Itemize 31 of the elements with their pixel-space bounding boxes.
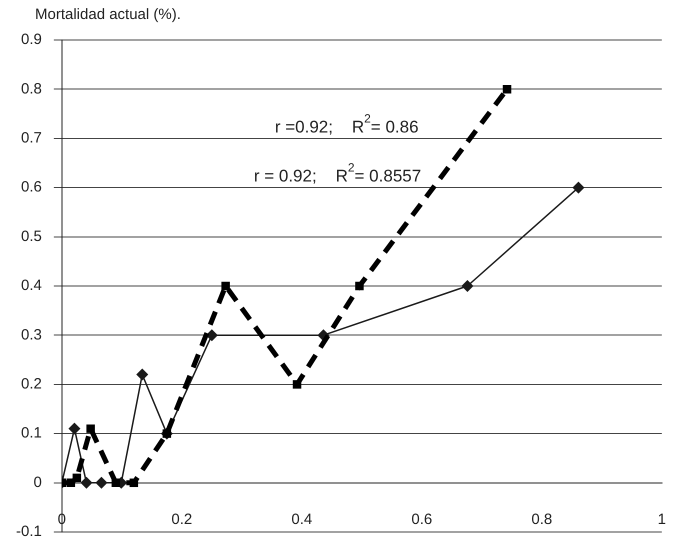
point [68,422,80,435]
point [136,368,148,381]
point [502,84,512,94]
x-tick-label: 0.8 [531,510,552,528]
point [221,282,230,290]
y-tick-label: 0 [34,474,42,491]
y-tick-label: 0.6 [20,178,42,196]
y-axis-title: Mortalidad actual (%). [35,6,181,23]
point [72,474,82,482]
y-tick-label: 0.5 [20,228,42,245]
point [95,476,108,489]
point [292,380,302,389]
y-tick-label: 0.9 [20,31,42,48]
point [355,282,364,290]
x-tick-label: 0.6 [411,510,432,528]
x-tick-label: 0.2 [171,510,192,528]
y-tick-label: 0.7 [20,130,42,147]
y-tick-label: 0.4 [20,277,42,294]
y-tick-label: 0.1 [20,424,42,442]
point [80,476,92,489]
point [130,478,138,488]
y-tick-label: 0.2 [20,376,42,393]
x-tick-label: 0.4 [291,510,312,528]
y-tick-label: 0.8 [20,80,42,98]
x-tick-label: 1 [658,510,666,528]
point [112,478,120,488]
point [572,182,584,194]
point [461,280,474,292]
y-tick-label: 0.3 [20,326,42,344]
point [86,424,95,433]
y-tick-label: -0.1 [16,523,42,540]
